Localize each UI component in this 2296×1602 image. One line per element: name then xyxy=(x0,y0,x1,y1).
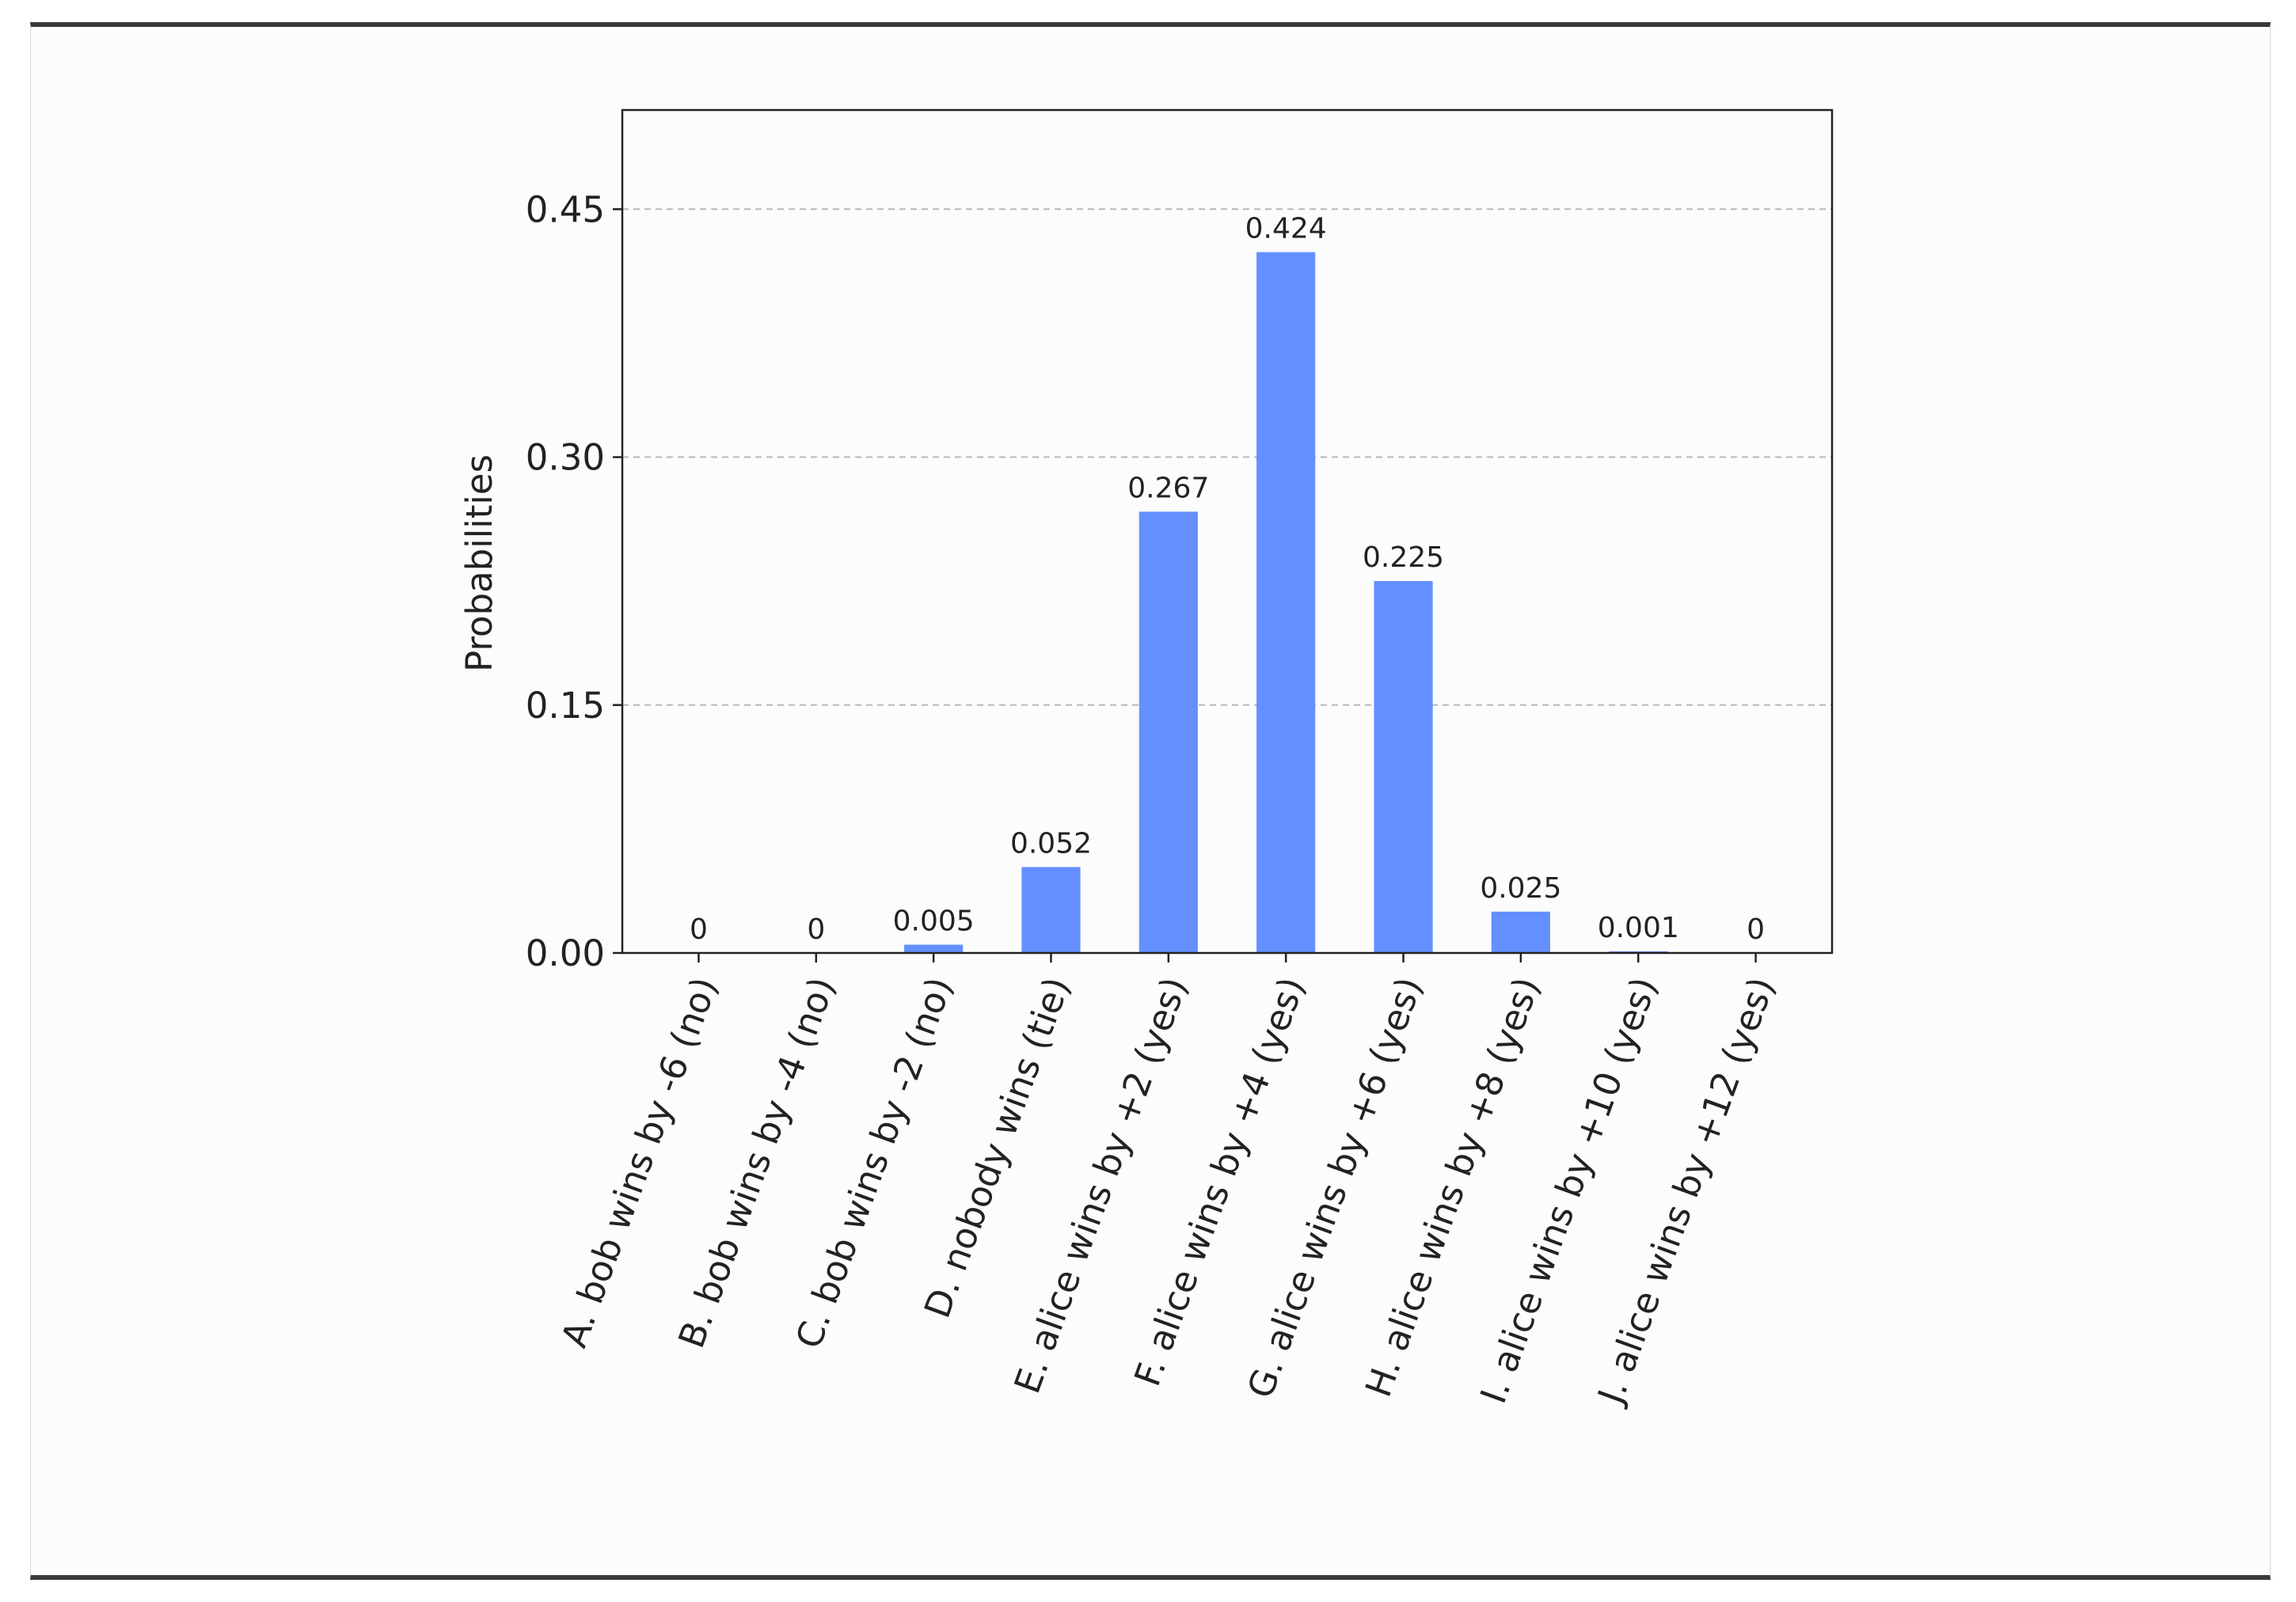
value-label: 0.052 xyxy=(1010,827,1092,860)
y-axis-label: Probabilities xyxy=(458,454,500,672)
y-tick-label: 0.45 xyxy=(526,188,605,230)
y-tick-label: 0.30 xyxy=(526,437,605,479)
y-tick-label: 0.00 xyxy=(526,932,605,974)
value-label: 0 xyxy=(807,913,825,946)
bar xyxy=(904,944,964,953)
bar xyxy=(1138,511,1198,953)
value-label: 0.001 xyxy=(1598,912,1679,944)
bar-chart: 0.00 0.15 0.30 0.45 A. bob wins by -6 (no)B… xyxy=(458,108,1834,1411)
value-label: 0.424 xyxy=(1245,213,1327,245)
value-labels: 0 0 0.005 0.052 0.267 0.424 0.225 0.025 0.001 0 xyxy=(690,213,1765,946)
value-label: 0 xyxy=(1747,913,1765,946)
y-axis-ticks: 0.00 0.15 0.30 0.45 xyxy=(526,188,622,974)
y-tick-label: 0.15 xyxy=(526,685,605,727)
value-label: 0.225 xyxy=(1363,541,1444,574)
value-label: 0.267 xyxy=(1127,472,1209,504)
bar xyxy=(1021,867,1081,953)
x-axis-ticks: A. bob wins by -6 (no)B. bob wins by -4 … xyxy=(553,953,1783,1411)
bar xyxy=(1491,911,1550,953)
bar xyxy=(1374,581,1433,953)
bar xyxy=(1256,252,1316,953)
grid-lines xyxy=(622,208,1832,706)
value-label: 0.025 xyxy=(1480,872,1561,905)
value-label: 0.005 xyxy=(893,905,975,938)
value-label: 0 xyxy=(690,913,708,946)
figure-frame: 0.00 0.15 0.30 0.45 A. bob wins by -6 (no) B… xyxy=(30,22,2271,1580)
bars xyxy=(904,252,1668,953)
plot-area-border xyxy=(621,108,1834,955)
